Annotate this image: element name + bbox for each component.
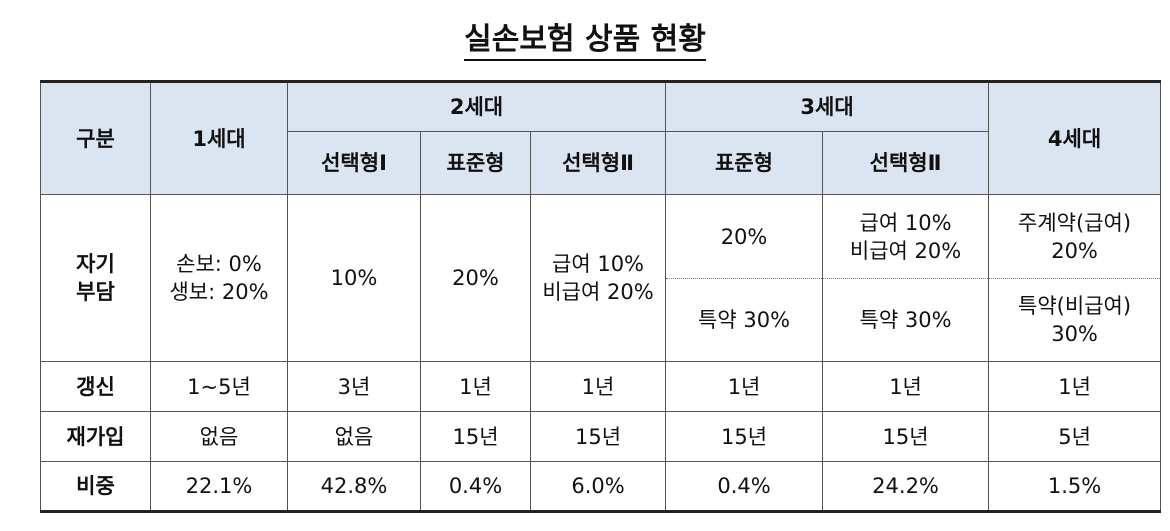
data-cell: 손보: 0% 생보: 20% [150,194,288,362]
header-cell: 선택형Ⅱ [822,131,990,195]
data-cell: 특약 30% [822,278,990,362]
data-cell: 급여 10% 비급여 20% [529,194,667,362]
data-cell: 1~5년 [150,361,288,412]
data-cell: 특약 30% [665,278,824,362]
data-cell: 3년 [287,361,421,412]
data-cell: 1년 [988,361,1162,412]
cell-line: 30% [1051,322,1098,346]
cell-line: 자기 [76,252,115,276]
table: 구분 1세대 2세대 3세대 4세대 선택형Ⅰ 표준형 선택형Ⅱ 표준형 선택형Ⅱ 자기 부담 손보: … [40,80,1162,513]
data-cell: 없음 [150,411,288,462]
cell-line: 주계약(급여) [1018,210,1132,235]
data-cell: 6.0% [529,461,667,513]
header-cell: 4세대 [988,80,1162,195]
title-text: 실손보험 상품 현황 [464,22,706,61]
table-row: 특약 30% 특약 30% 특약(비급여) 30% [41,278,1162,362]
data-cell: 22.1% [150,461,288,513]
cell-line: 급여 10% [859,210,952,235]
data-cell: 10% [287,194,421,362]
data-cell: 1년 [665,361,824,412]
cell-line: 급여 10% [552,252,645,276]
data-cell: 1.5% [988,461,1162,513]
data-cell: 급여 10% 비급여 20% [822,194,990,279]
data-cell: 0.4% [420,461,531,513]
data-cell: 15년 [822,411,990,462]
data-cell: 15년 [529,411,667,462]
cell-line: 특약(비급여) [1018,294,1132,318]
cell-line: 특약 30% [698,308,791,332]
data-cell: 주계약(급여) 20% [988,194,1162,279]
cell-line: 특약 30% [859,308,952,332]
cell-line: 10% [330,266,378,290]
data-cell: 특약(비급여) 30% [988,278,1162,362]
header-cell: 표준형 [420,131,531,195]
cell-line: 손보: 0% [176,252,262,276]
cell-line: 생보: 20% [169,280,269,304]
title: 실손보험 상품 현황 [0,14,1170,61]
cell-line: 20% [720,224,768,249]
header-cell: 표준형 [665,131,824,195]
table-row: 선택형Ⅰ 표준형 선택형Ⅱ 표준형 선택형Ⅱ [41,131,1161,195]
cell-line: 비급여 20% [849,238,962,263]
data-cell: 15년 [665,411,824,462]
header-cell: 1세대 [150,80,288,195]
header-cell: 선택형Ⅱ [529,131,667,195]
data-cell: 42.8% [287,461,421,513]
row-label: 갱신 [40,361,151,412]
cell-line: 20% [452,266,499,290]
data-cell: 20% [420,194,531,362]
table-row: 갱신 1~5년 3년 1년 1년 1년 1년 1년 [40,361,1162,412]
table-row: 비중 22.1% 42.8% 0.4% 6.0% 0.4% 24.2% 1.5% [40,461,1162,513]
header-cell: 2세대 [286,80,667,132]
data-cell: 0.4% [665,461,824,513]
row-label: 재가입 [40,411,151,462]
row-label: 비중 [40,461,151,513]
data-cell: 1년 [420,361,531,412]
data-cell: 1년 [529,361,667,412]
header-cell: 구분 [40,80,151,195]
data-cell: 없음 [287,411,421,462]
data-cell: 15년 [420,411,531,462]
data-cell: 5년 [988,411,1162,462]
header-cell: 3세대 [665,80,990,132]
data-cell: 1년 [822,361,990,412]
data-cell: 24.2% [822,461,990,513]
cell-line: 20% [1051,238,1098,263]
table-row: 재가입 없음 없음 15년 15년 15년 15년 5년 [40,411,1162,462]
cell-line: 부담 [76,280,115,304]
cell-line: 비급여 20% [542,280,654,304]
table-row: 구분 1세대 2세대 3세대 4세대 [40,80,1162,195]
header-cell: 선택형Ⅰ [287,131,421,195]
data-cell: 20% [665,194,824,279]
